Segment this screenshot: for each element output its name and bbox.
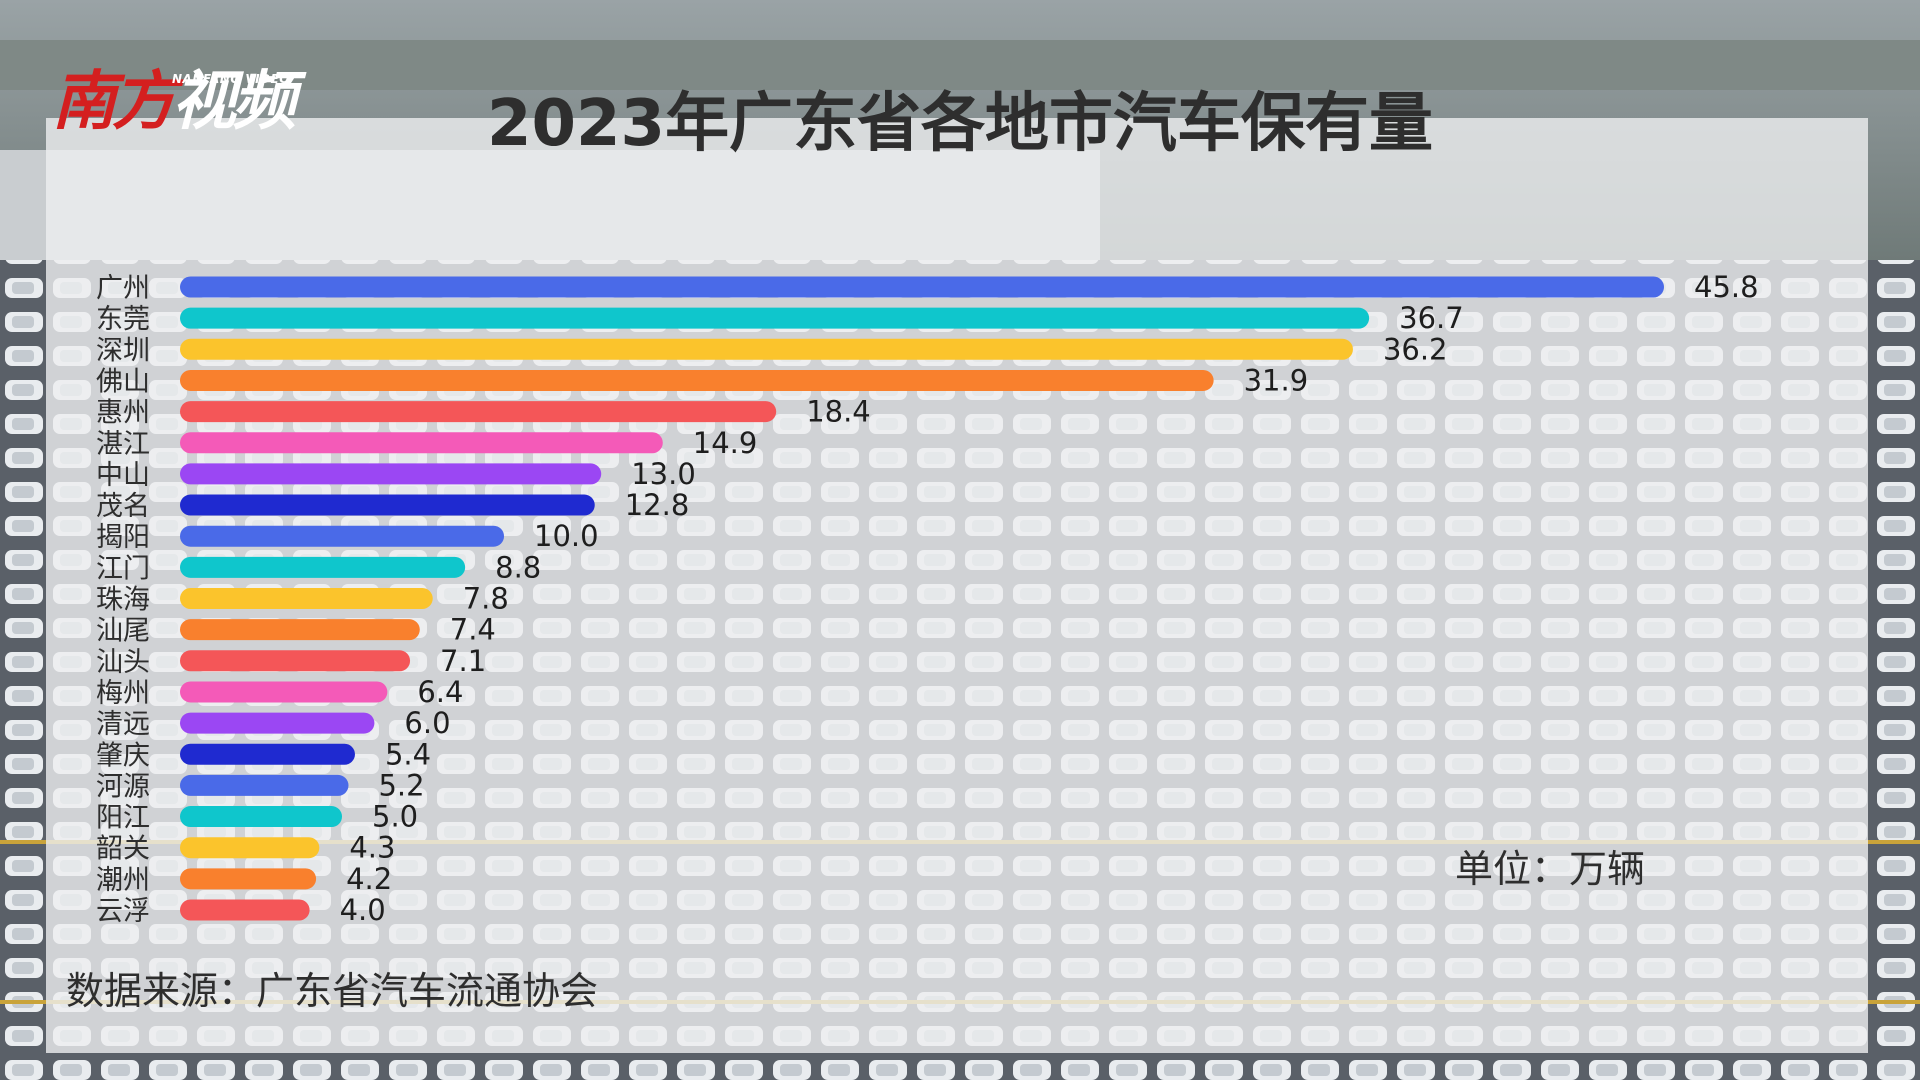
category-label: 河源	[96, 771, 150, 802]
bar	[180, 338, 1353, 360]
bar	[180, 401, 777, 423]
category-label: 东莞	[96, 304, 150, 335]
value-label: 5.4	[385, 737, 431, 771]
category-label: 惠州	[96, 398, 150, 429]
bar	[180, 369, 1214, 391]
value-label: 6.0	[404, 706, 450, 740]
brand-logo: 南方视频 NANFANG VIDEO	[52, 52, 296, 152]
bar	[180, 743, 355, 765]
bar	[180, 525, 505, 547]
value-label: 5.0	[372, 800, 418, 834]
category-label: 汕尾	[96, 616, 150, 647]
value-label: 6.4	[417, 675, 463, 709]
category-label: 珠海	[96, 585, 150, 616]
category-label: 江门	[96, 553, 150, 584]
category-label: 韶关	[96, 834, 150, 865]
value-label: 13.0	[631, 457, 696, 491]
category-label: 中山	[96, 460, 150, 491]
bar	[180, 806, 343, 828]
category-label: 揭阳	[96, 522, 150, 553]
value-label: 10.0	[534, 519, 599, 553]
bar	[180, 463, 602, 485]
data-source: 数据来源：广东省汽车流通协会	[66, 969, 599, 1013]
category-label: 肇庆	[96, 740, 150, 771]
category-label: 茂名	[96, 491, 150, 522]
bar	[180, 837, 320, 859]
bar	[180, 899, 310, 921]
unit-label: 单位：万辆	[1455, 847, 1646, 891]
value-label: 4.2	[346, 862, 392, 896]
value-label: 14.9	[693, 426, 758, 460]
value-label: 7.1	[440, 644, 486, 678]
value-label: 4.0	[340, 893, 386, 927]
category-label: 佛山	[96, 366, 150, 397]
value-label: 36.2	[1383, 332, 1448, 366]
chart-title: 2023年广东省各地市汽车保有量	[486, 87, 1434, 161]
value-label: 36.7	[1399, 301, 1464, 335]
logo-subtitle: NANFANG VIDEO	[172, 72, 290, 86]
bar	[180, 588, 433, 609]
bar	[180, 494, 595, 516]
category-label: 湛江	[96, 429, 150, 460]
value-label: 4.3	[349, 831, 395, 865]
value-label: 12.8	[625, 488, 690, 522]
value-label: 18.4	[806, 395, 871, 429]
bar	[180, 650, 411, 672]
value-label: 7.8	[463, 582, 509, 616]
bar	[180, 556, 466, 578]
category-label: 云浮	[96, 896, 150, 927]
value-label: 31.9	[1244, 363, 1309, 397]
value-label: 8.8	[495, 550, 541, 584]
category-label: 广州	[96, 273, 150, 304]
bar	[180, 276, 1664, 298]
value-label: 5.2	[378, 768, 424, 802]
category-label: 深圳	[96, 335, 150, 366]
category-label: 清远	[96, 709, 150, 740]
category-label: 汕头	[96, 647, 150, 678]
category-label: 梅州	[96, 678, 150, 709]
bar	[180, 868, 317, 890]
chart-panel	[46, 118, 1868, 1053]
bar	[180, 712, 375, 734]
value-label: 7.4	[450, 613, 496, 647]
logo-wordmark: 南方视频	[52, 64, 296, 139]
bar	[180, 307, 1370, 329]
bar	[180, 619, 420, 641]
bar	[180, 432, 663, 454]
value-label: 45.8	[1694, 270, 1759, 304]
bar	[180, 774, 349, 796]
category-label: 潮州	[96, 865, 150, 896]
category-label: 阳江	[96, 803, 150, 834]
bar	[180, 681, 388, 703]
